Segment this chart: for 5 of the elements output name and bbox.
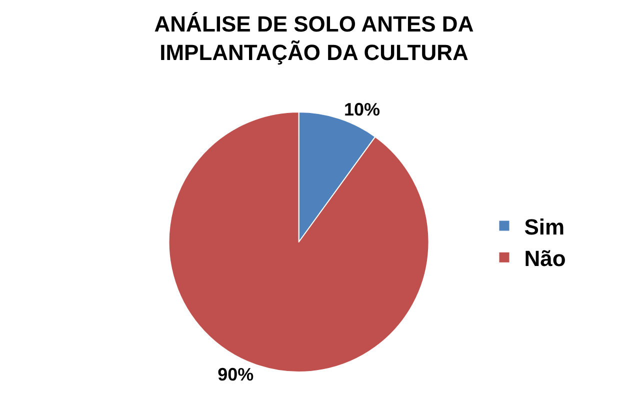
legend-label: Sim bbox=[524, 214, 565, 240]
chart-title: ANÁLISE DE SOLO ANTES DA IMPLANTAÇÃO DA CULTURA bbox=[154, 12, 474, 66]
legend-label: Não bbox=[524, 246, 566, 271]
data-label: 10% bbox=[344, 99, 380, 120]
data-label: 90% bbox=[218, 364, 254, 385]
